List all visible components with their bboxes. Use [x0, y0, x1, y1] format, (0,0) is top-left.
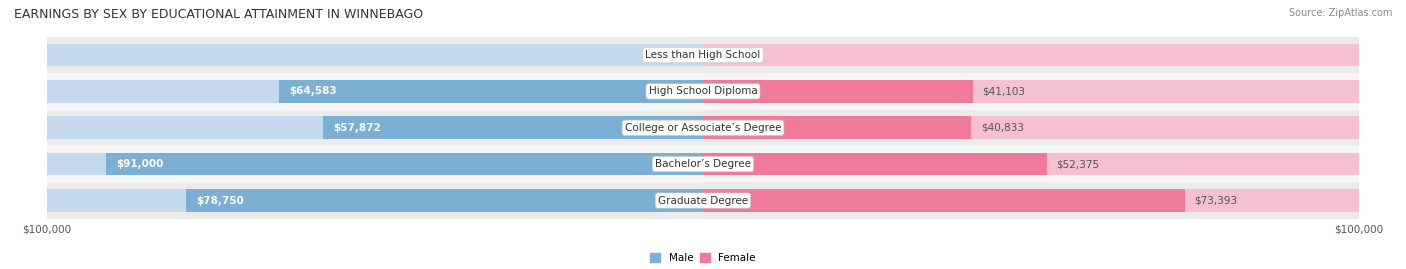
Text: $52,375: $52,375 [1056, 159, 1099, 169]
Text: $78,750: $78,750 [195, 196, 243, 206]
Text: $0: $0 [716, 50, 730, 60]
Text: College or Associate’s Degree: College or Associate’s Degree [624, 123, 782, 133]
Bar [280, 80, 703, 103]
Text: EARNINGS BY SEX BY EDUCATIONAL ATTAINMENT IN WINNEBAGO: EARNINGS BY SEX BY EDUCATIONAL ATTAINMEN… [14, 8, 423, 21]
Bar [703, 153, 1046, 175]
Bar [46, 80, 703, 103]
Bar [703, 44, 1360, 66]
Bar [105, 153, 703, 175]
Bar [703, 189, 1360, 212]
Text: $40,833: $40,833 [981, 123, 1024, 133]
Legend: Male, Female: Male, Female [645, 249, 761, 267]
Text: $41,103: $41,103 [983, 86, 1025, 96]
Text: $57,872: $57,872 [333, 123, 381, 133]
Bar [703, 153, 1360, 175]
Bar [46, 116, 703, 139]
Bar [186, 189, 703, 212]
Bar [323, 116, 703, 139]
Text: $91,000: $91,000 [115, 159, 163, 169]
Text: Less than High School: Less than High School [645, 50, 761, 60]
Text: $73,393: $73,393 [1195, 196, 1237, 206]
Bar [46, 182, 1360, 219]
Bar [703, 189, 1185, 212]
Bar [46, 189, 703, 212]
Text: High School Diploma: High School Diploma [648, 86, 758, 96]
Text: Source: ZipAtlas.com: Source: ZipAtlas.com [1288, 8, 1392, 18]
Text: $64,583: $64,583 [290, 86, 336, 96]
Bar [46, 146, 1360, 182]
Text: $0: $0 [676, 50, 690, 60]
Bar [46, 37, 1360, 73]
Bar [703, 116, 972, 139]
Bar [703, 80, 973, 103]
Bar [46, 44, 703, 66]
Text: Graduate Degree: Graduate Degree [658, 196, 748, 206]
Bar [46, 109, 1360, 146]
Text: Bachelor’s Degree: Bachelor’s Degree [655, 159, 751, 169]
Bar [46, 73, 1360, 109]
Bar [703, 116, 1360, 139]
Bar [703, 80, 1360, 103]
Bar [46, 153, 703, 175]
